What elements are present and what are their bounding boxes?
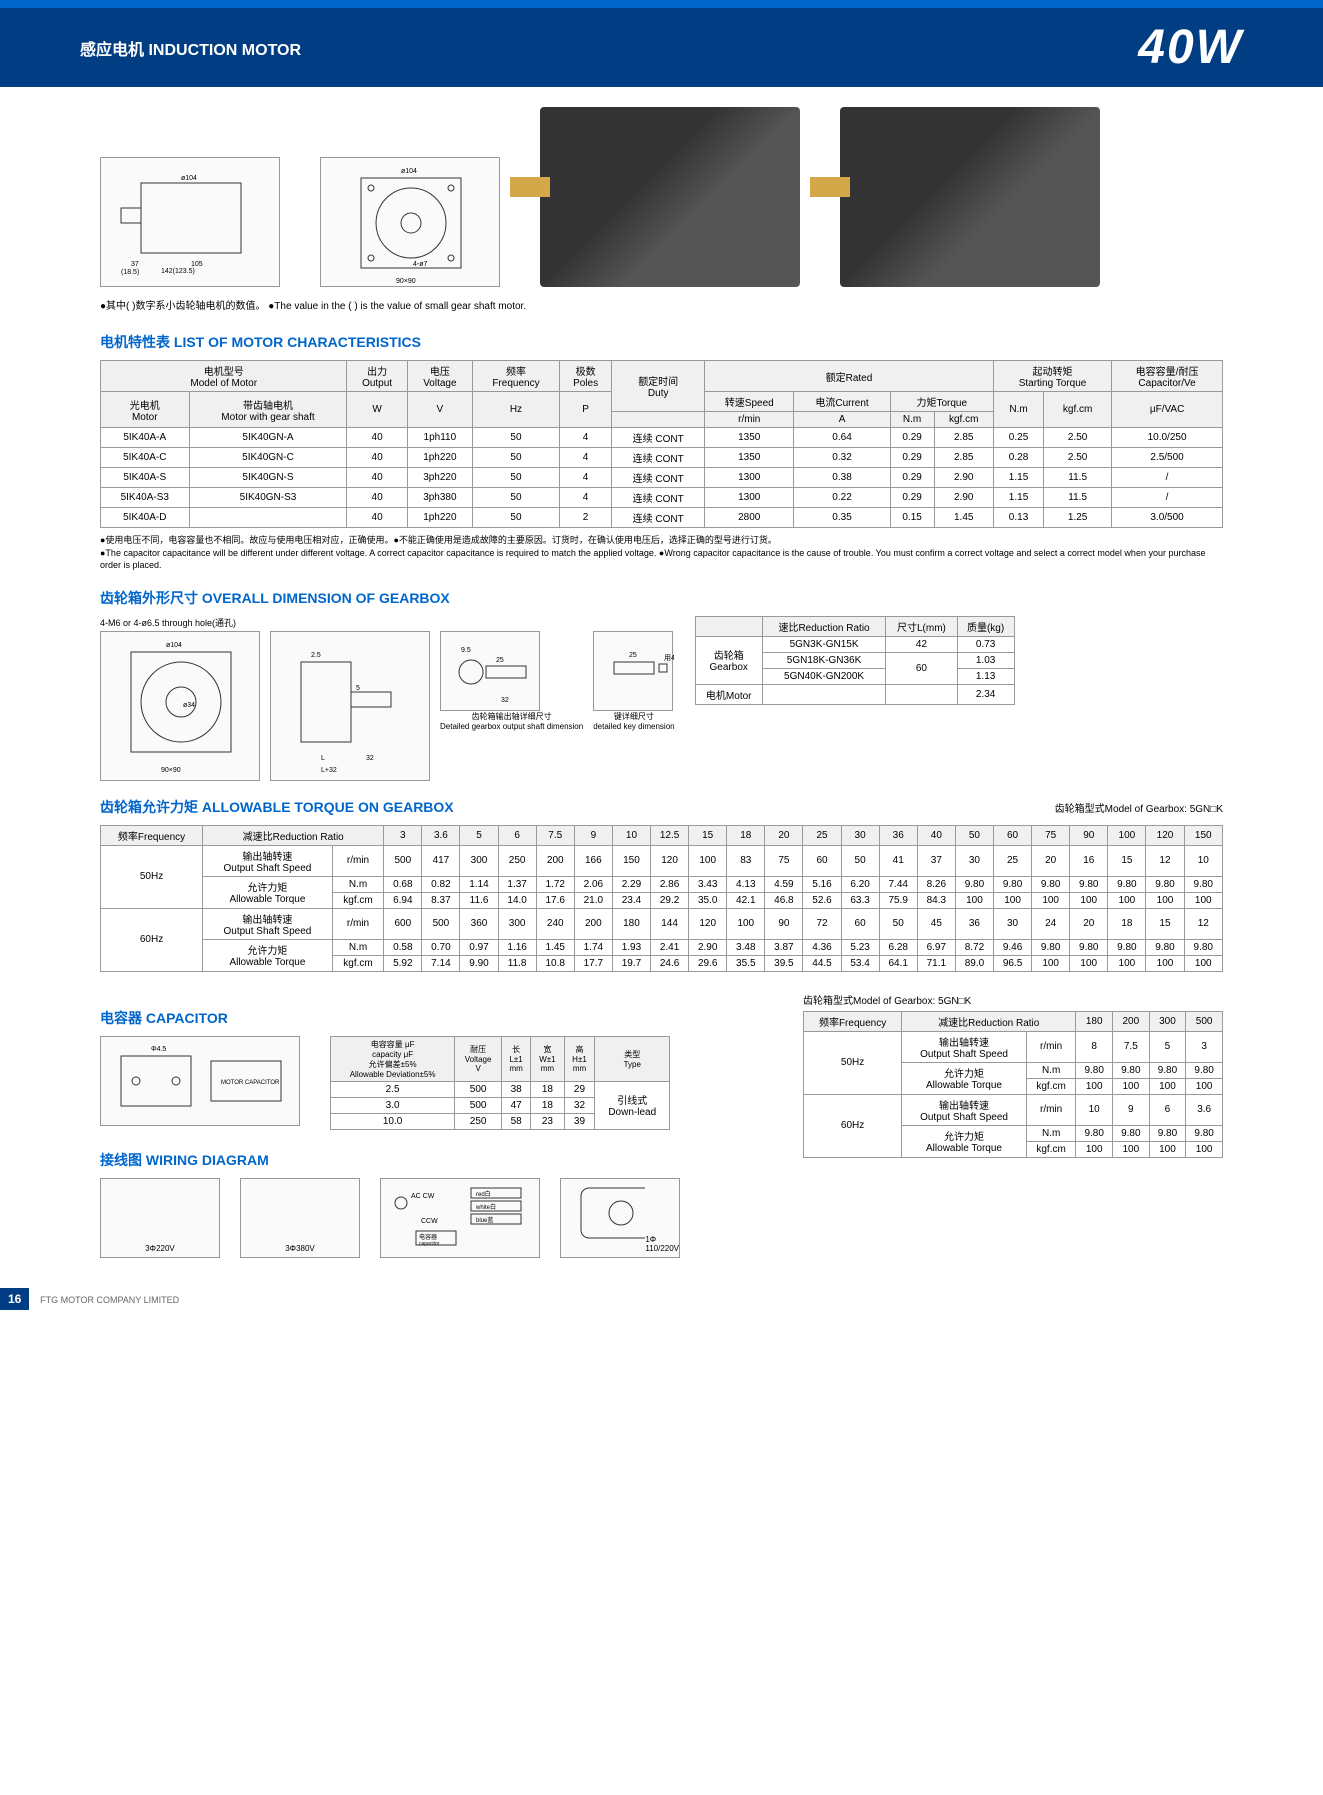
svg-text:ø34: ø34: [183, 702, 195, 709]
svg-text:red白: red白: [476, 1190, 491, 1198]
svg-text:white白: white白: [475, 1203, 496, 1211]
svg-text:CCW: CCW: [421, 1218, 438, 1225]
torque-table-main: 频率Frequency减速比Reduction Ratio33.6567.591…: [100, 825, 1223, 972]
footer-company: FTG MOTOR COMPANY LIMITED: [40, 1295, 179, 1305]
section-dimension: 齿轮箱外形尺寸 OVERALL DIMENSION OF GEARBOX: [100, 588, 1223, 608]
wiring-1ph: 1Φ 110/220V: [560, 1178, 680, 1258]
capacitor-table: 电容容量 μF capacity μF 允许偏差±5% Allowable De…: [330, 1036, 670, 1130]
section-wiring: 接线图 WIRING DIAGRAM: [100, 1150, 773, 1170]
page-header: 感应电机 INDUCTION MOTOR 40W: [0, 8, 1323, 87]
gearbox-row: 4-M6 or 4-ø6.5 through hole(通孔) ø104 90×…: [100, 616, 1223, 781]
top-stripe: [0, 0, 1323, 8]
svg-text:ø104: ø104: [401, 168, 417, 175]
torque-table-extended: 频率Frequency减速比Reduction Ratio18020030050…: [803, 1011, 1223, 1158]
wiring-3ph220: 3Φ220V: [100, 1178, 220, 1258]
title-cn: 感应电机: [80, 42, 144, 59]
svg-text:Φ4.5: Φ4.5: [151, 1046, 166, 1053]
dimension-table: 速比Reduction Ratio尺寸L(mm)质量(kg)齿轮箱 Gearbo…: [695, 616, 1015, 705]
key-detail: 25 用4: [593, 631, 673, 711]
header-wattage: 40W: [1138, 20, 1243, 75]
svg-text:ø104: ø104: [181, 175, 197, 182]
svg-text:105: 105: [191, 261, 203, 268]
gearbox-side-view: 2.5 5 L 32 L+32: [270, 631, 430, 781]
capacitor-diagram: MOTOR CAPACITOR Φ4.5: [100, 1036, 300, 1126]
section-capacitor: 电容器 CAPACITOR: [100, 1008, 773, 1028]
section-characteristics: 电机特性表 LIST OF MOTOR CHARACTERISTICS: [100, 332, 1223, 352]
svg-text:L+32: L+32: [321, 767, 337, 774]
svg-text:5: 5: [356, 685, 360, 692]
torque-model-label: 齿轮箱型式Model of Gearbox: 5GN□K: [1055, 800, 1223, 815]
wiring-diagrams: 3Φ220V 3Φ380V AC CW CCW red白 white白 blue蓝电容器…: [100, 1178, 773, 1258]
svg-text:L: L: [321, 755, 325, 762]
svg-text:37: 37: [131, 261, 139, 268]
svg-text:ø104: ø104: [166, 642, 182, 649]
svg-text:90×90: 90×90: [161, 767, 181, 774]
svg-text:电容器: 电容器: [419, 1233, 437, 1241]
svg-text:AC CW: AC CW: [411, 1193, 435, 1200]
motor-photo-2: [840, 107, 1100, 287]
characteristics-note: ●使用电压不同，电容容量也不相同。故应与使用电压相对应，正确使用。●不能正确使用…: [100, 534, 1223, 572]
title-en: INDUCTION MOTOR: [148, 42, 301, 59]
gearbox-front-view: ø104 90×90 ø34: [100, 631, 260, 781]
svg-text:9.5: 9.5: [461, 647, 471, 654]
svg-text:32: 32: [366, 755, 374, 762]
characteristics-table: 电机型号Model of Motor出力Output电压Voltage频率Fre…: [100, 360, 1223, 528]
svg-text:90×90: 90×90: [396, 278, 416, 285]
shaft-detail: 9.5 25 32: [440, 631, 540, 711]
wiring-capacitor: AC CW CCW red白 white白 blue蓝电容器capacitor: [380, 1178, 540, 1258]
dimension-drawing-1: 142(123.5) ø104 37 105 (18.5): [100, 157, 280, 287]
svg-text:blue蓝: blue蓝: [476, 1216, 493, 1224]
svg-text:capacitor: capacitor: [419, 1241, 440, 1247]
motor-photo-1: [540, 107, 800, 287]
svg-text:MOTOR CAPACITOR: MOTOR CAPACITOR: [221, 1080, 280, 1086]
torque-header: 齿轮箱允许力矩 ALLOWABLE TORQUE ON GEARBOX 齿轮箱型…: [100, 781, 1223, 825]
hole-label: 4-M6 or 4-ø6.5 through hole(通孔): [100, 616, 675, 629]
svg-text:4-ø7: 4-ø7: [413, 261, 428, 268]
page-content: 142(123.5) ø104 37 105 (18.5) ø104 90×90…: [0, 87, 1323, 1268]
svg-text:32: 32: [501, 697, 509, 704]
svg-text:2.5: 2.5: [311, 652, 321, 659]
page-number: 16: [0, 1288, 29, 1310]
svg-text:25: 25: [629, 652, 637, 659]
svg-text:用4: 用4: [664, 654, 674, 662]
svg-text:142(123.5): 142(123.5): [161, 268, 195, 275]
note-gear-shaft: ●其中( )数字系小齿轮轴电机的数值。 ●The value in the ( …: [100, 297, 1223, 312]
top-images: 142(123.5) ø104 37 105 (18.5) ø104 90×90…: [100, 107, 1223, 287]
torque-model-label-2: 齿轮箱型式Model of Gearbox: 5GN□K: [803, 992, 1223, 1007]
header-title: 感应电机 INDUCTION MOTOR: [80, 36, 301, 60]
wiring-3ph380: 3Φ380V: [240, 1178, 360, 1258]
svg-text:25: 25: [496, 657, 504, 664]
svg-text:(18.5): (18.5): [121, 269, 139, 276]
dimension-drawing-2: ø104 90×90 4-ø7: [320, 157, 500, 287]
